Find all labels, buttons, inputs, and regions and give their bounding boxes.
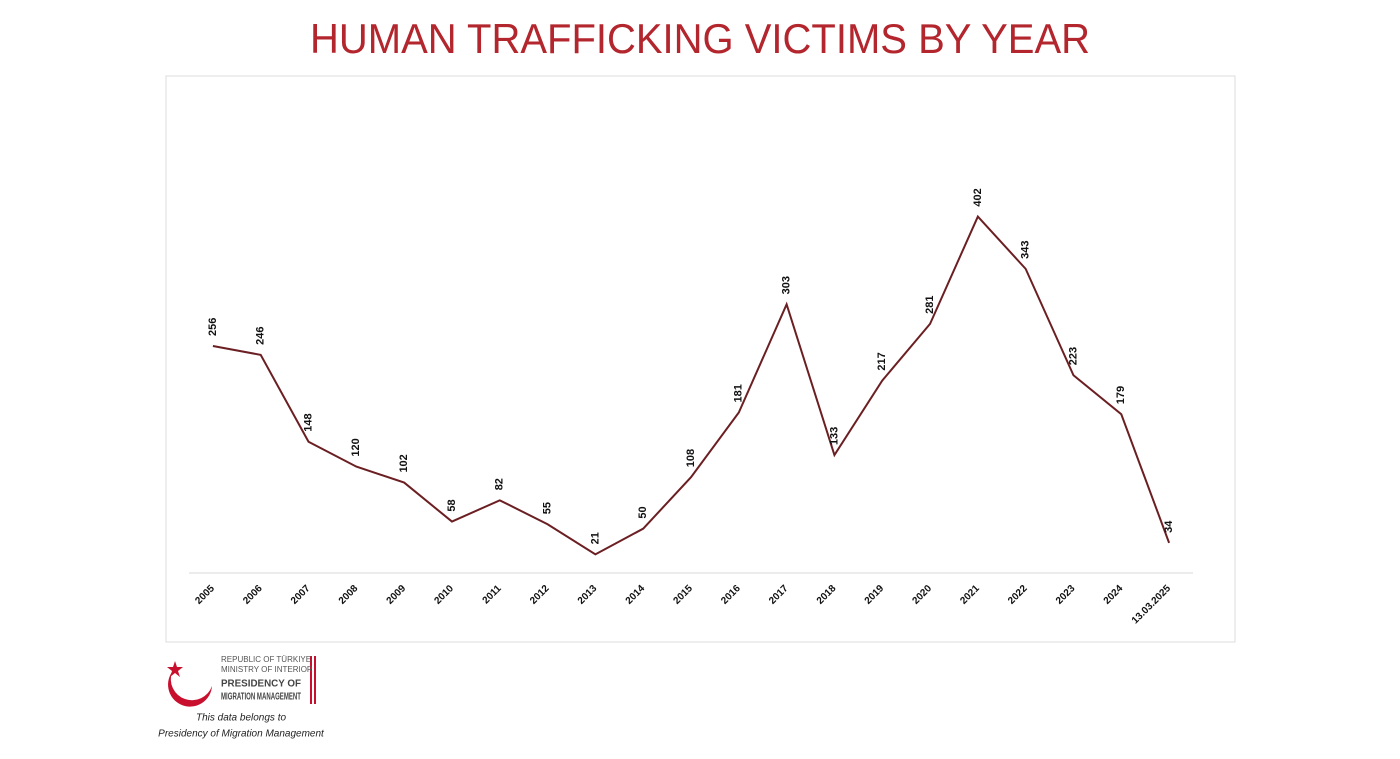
- data-label: 21: [589, 532, 601, 544]
- x-tick-label: 2009: [385, 583, 409, 607]
- x-tick-label: 2015: [671, 583, 695, 607]
- data-label: 102: [398, 454, 410, 472]
- logo: [167, 656, 316, 707]
- data-line: [212, 214, 1171, 556]
- x-tick-label: 2010: [432, 583, 456, 607]
- org-name: MIGRATION MANAGEMENT: [221, 692, 301, 703]
- data-label: 343: [1020, 241, 1032, 259]
- x-tick-label: 2018: [815, 583, 839, 607]
- data-label: 179: [1115, 386, 1127, 404]
- org-name: PRESIDENCY OF: [221, 679, 301, 690]
- data-label: 108: [685, 449, 697, 467]
- x-tick-label: 2023: [1054, 583, 1078, 607]
- x-tick-label: 2017: [767, 583, 791, 607]
- data-label: 402: [972, 188, 984, 206]
- x-tick-label: 2011: [481, 583, 504, 606]
- x-tick-label: 2020: [911, 583, 935, 607]
- data-label: 58: [446, 499, 458, 511]
- x-tick-label: 2007: [289, 583, 313, 607]
- data-label: 181: [733, 384, 745, 402]
- data-label: 55: [541, 502, 553, 514]
- org-line: MINISTRY OF INTERIOR: [221, 665, 313, 674]
- x-tick-label: 13.03.2025: [1130, 583, 1173, 626]
- data-label: 217: [876, 352, 888, 370]
- data-label: 120: [350, 438, 362, 456]
- x-tick-label: 2013: [576, 583, 600, 607]
- note: This data belongs to: [196, 713, 286, 724]
- data-label: 34: [1163, 520, 1175, 533]
- x-tick-label: 2006: [241, 583, 265, 607]
- data-label: 50: [637, 506, 649, 518]
- data-label: 303: [781, 276, 793, 294]
- x-tick-label: 2019: [863, 583, 887, 607]
- data-label: 223: [1067, 347, 1079, 365]
- x-tick-label: 2022: [1006, 583, 1030, 607]
- note: Presidency of Migration Management: [158, 729, 325, 740]
- x-tick-label: 2012: [528, 583, 552, 607]
- data-label: 148: [302, 413, 314, 431]
- plot-frame: [165, 75, 1236, 643]
- x-tick-label: 2016: [719, 583, 743, 607]
- data-label: 82: [494, 478, 506, 490]
- data-label: 246: [255, 327, 267, 345]
- x-tick-label: 2005: [193, 583, 217, 607]
- x-tick-label: 2021: [958, 583, 982, 607]
- org-line: REPUBLIC OF TÜRKIYE: [221, 655, 311, 664]
- x-tick-label: 2014: [624, 583, 648, 607]
- chart-title: HUMAN TRAFFICKING VICTIMS BY YEAR: [310, 15, 1090, 62]
- data-label: 133: [828, 427, 840, 445]
- x-tick-label: 2024: [1102, 583, 1126, 607]
- data-label: 281: [924, 295, 936, 313]
- x-tick-label: 2008: [337, 583, 361, 607]
- data-label: 256: [207, 318, 219, 336]
